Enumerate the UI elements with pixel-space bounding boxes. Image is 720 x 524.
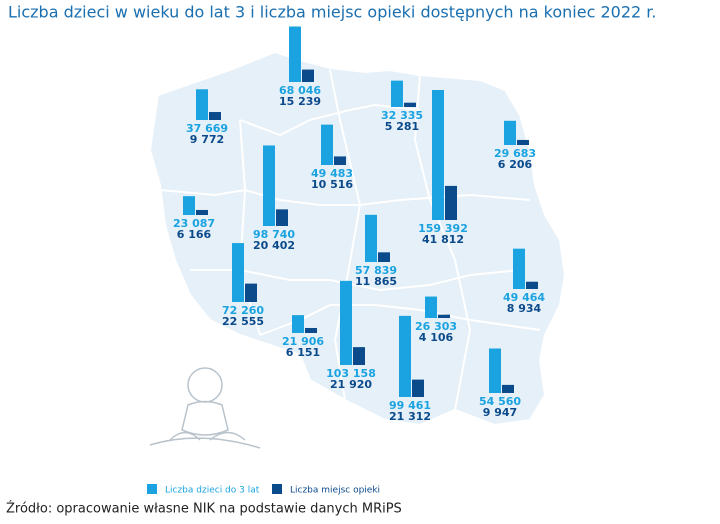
value-label: 9 772 bbox=[190, 133, 224, 146]
value-label: 23 087 bbox=[173, 217, 215, 230]
bar bbox=[302, 69, 314, 82]
bar bbox=[445, 185, 457, 220]
value-label: 11 865 bbox=[355, 275, 397, 288]
bar bbox=[196, 89, 208, 120]
value-label: 15 239 bbox=[279, 95, 321, 108]
legend-swatch bbox=[147, 484, 157, 494]
bar bbox=[502, 384, 514, 393]
bar bbox=[232, 243, 244, 302]
bar bbox=[196, 209, 208, 215]
bar bbox=[263, 145, 275, 226]
bar bbox=[292, 315, 304, 333]
bar bbox=[504, 120, 516, 145]
value-label: 72 260 bbox=[222, 304, 264, 317]
bar bbox=[425, 296, 437, 318]
value-label: 21 312 bbox=[389, 410, 431, 423]
value-label: 6 206 bbox=[498, 158, 533, 171]
bar bbox=[209, 112, 221, 120]
value-label: 5 281 bbox=[385, 120, 419, 133]
bar bbox=[412, 379, 424, 397]
map-background bbox=[148, 50, 567, 427]
value-label: 57 839 bbox=[355, 264, 397, 277]
bar bbox=[391, 80, 403, 107]
bar bbox=[245, 283, 257, 302]
bar bbox=[353, 347, 365, 365]
bar bbox=[517, 139, 529, 145]
value-label: 103 158 bbox=[326, 367, 376, 380]
bar bbox=[438, 314, 450, 318]
value-label: 8 934 bbox=[507, 302, 542, 315]
bar bbox=[305, 327, 317, 333]
source-note: Źródło: opracowanie własne NIK na podsta… bbox=[6, 501, 402, 517]
chart-title: Liczba dzieci w wieku do lat 3 i liczba … bbox=[8, 3, 656, 22]
value-label: 68 046 bbox=[279, 84, 321, 97]
value-label: 49 464 bbox=[503, 291, 545, 304]
bar bbox=[404, 102, 416, 107]
value-label: 6 166 bbox=[177, 228, 212, 241]
value-label: 10 516 bbox=[311, 178, 353, 191]
bar bbox=[289, 26, 301, 82]
bar bbox=[526, 281, 538, 289]
value-label: 29 683 bbox=[494, 147, 536, 160]
value-label: 21 920 bbox=[330, 378, 372, 391]
bar bbox=[513, 248, 525, 289]
bar bbox=[365, 214, 377, 262]
value-label: 49 483 bbox=[311, 167, 353, 180]
value-label: 41 812 bbox=[422, 233, 464, 246]
value-label: 4 106 bbox=[419, 331, 454, 344]
value-label: 21 906 bbox=[282, 335, 324, 348]
value-label: 98 740 bbox=[253, 228, 295, 241]
legend-label: Liczba dzieci do 3 lat bbox=[165, 486, 260, 496]
legend-swatch bbox=[272, 484, 282, 494]
value-label: 37 669 bbox=[186, 122, 228, 135]
legend-label: Liczba miejsc opieki bbox=[290, 486, 380, 496]
bar bbox=[276, 209, 288, 226]
bar bbox=[378, 252, 390, 262]
value-label: 9 947 bbox=[483, 406, 517, 419]
value-label: 22 555 bbox=[222, 315, 264, 328]
bar bbox=[399, 315, 411, 397]
value-label: 20 402 bbox=[253, 239, 295, 252]
value-label: 6 151 bbox=[286, 346, 320, 359]
bar bbox=[183, 196, 195, 215]
bar bbox=[334, 156, 346, 165]
value-label: 99 461 bbox=[389, 399, 431, 412]
value-label: 32 335 bbox=[381, 109, 423, 122]
bar bbox=[489, 348, 501, 393]
value-label: 159 392 bbox=[418, 222, 468, 235]
bar bbox=[321, 124, 333, 165]
value-label: 54 560 bbox=[479, 395, 521, 408]
baby-illustration bbox=[149, 367, 261, 449]
value-label: 26 303 bbox=[415, 320, 457, 333]
bar bbox=[432, 90, 444, 220]
bar bbox=[340, 280, 352, 365]
